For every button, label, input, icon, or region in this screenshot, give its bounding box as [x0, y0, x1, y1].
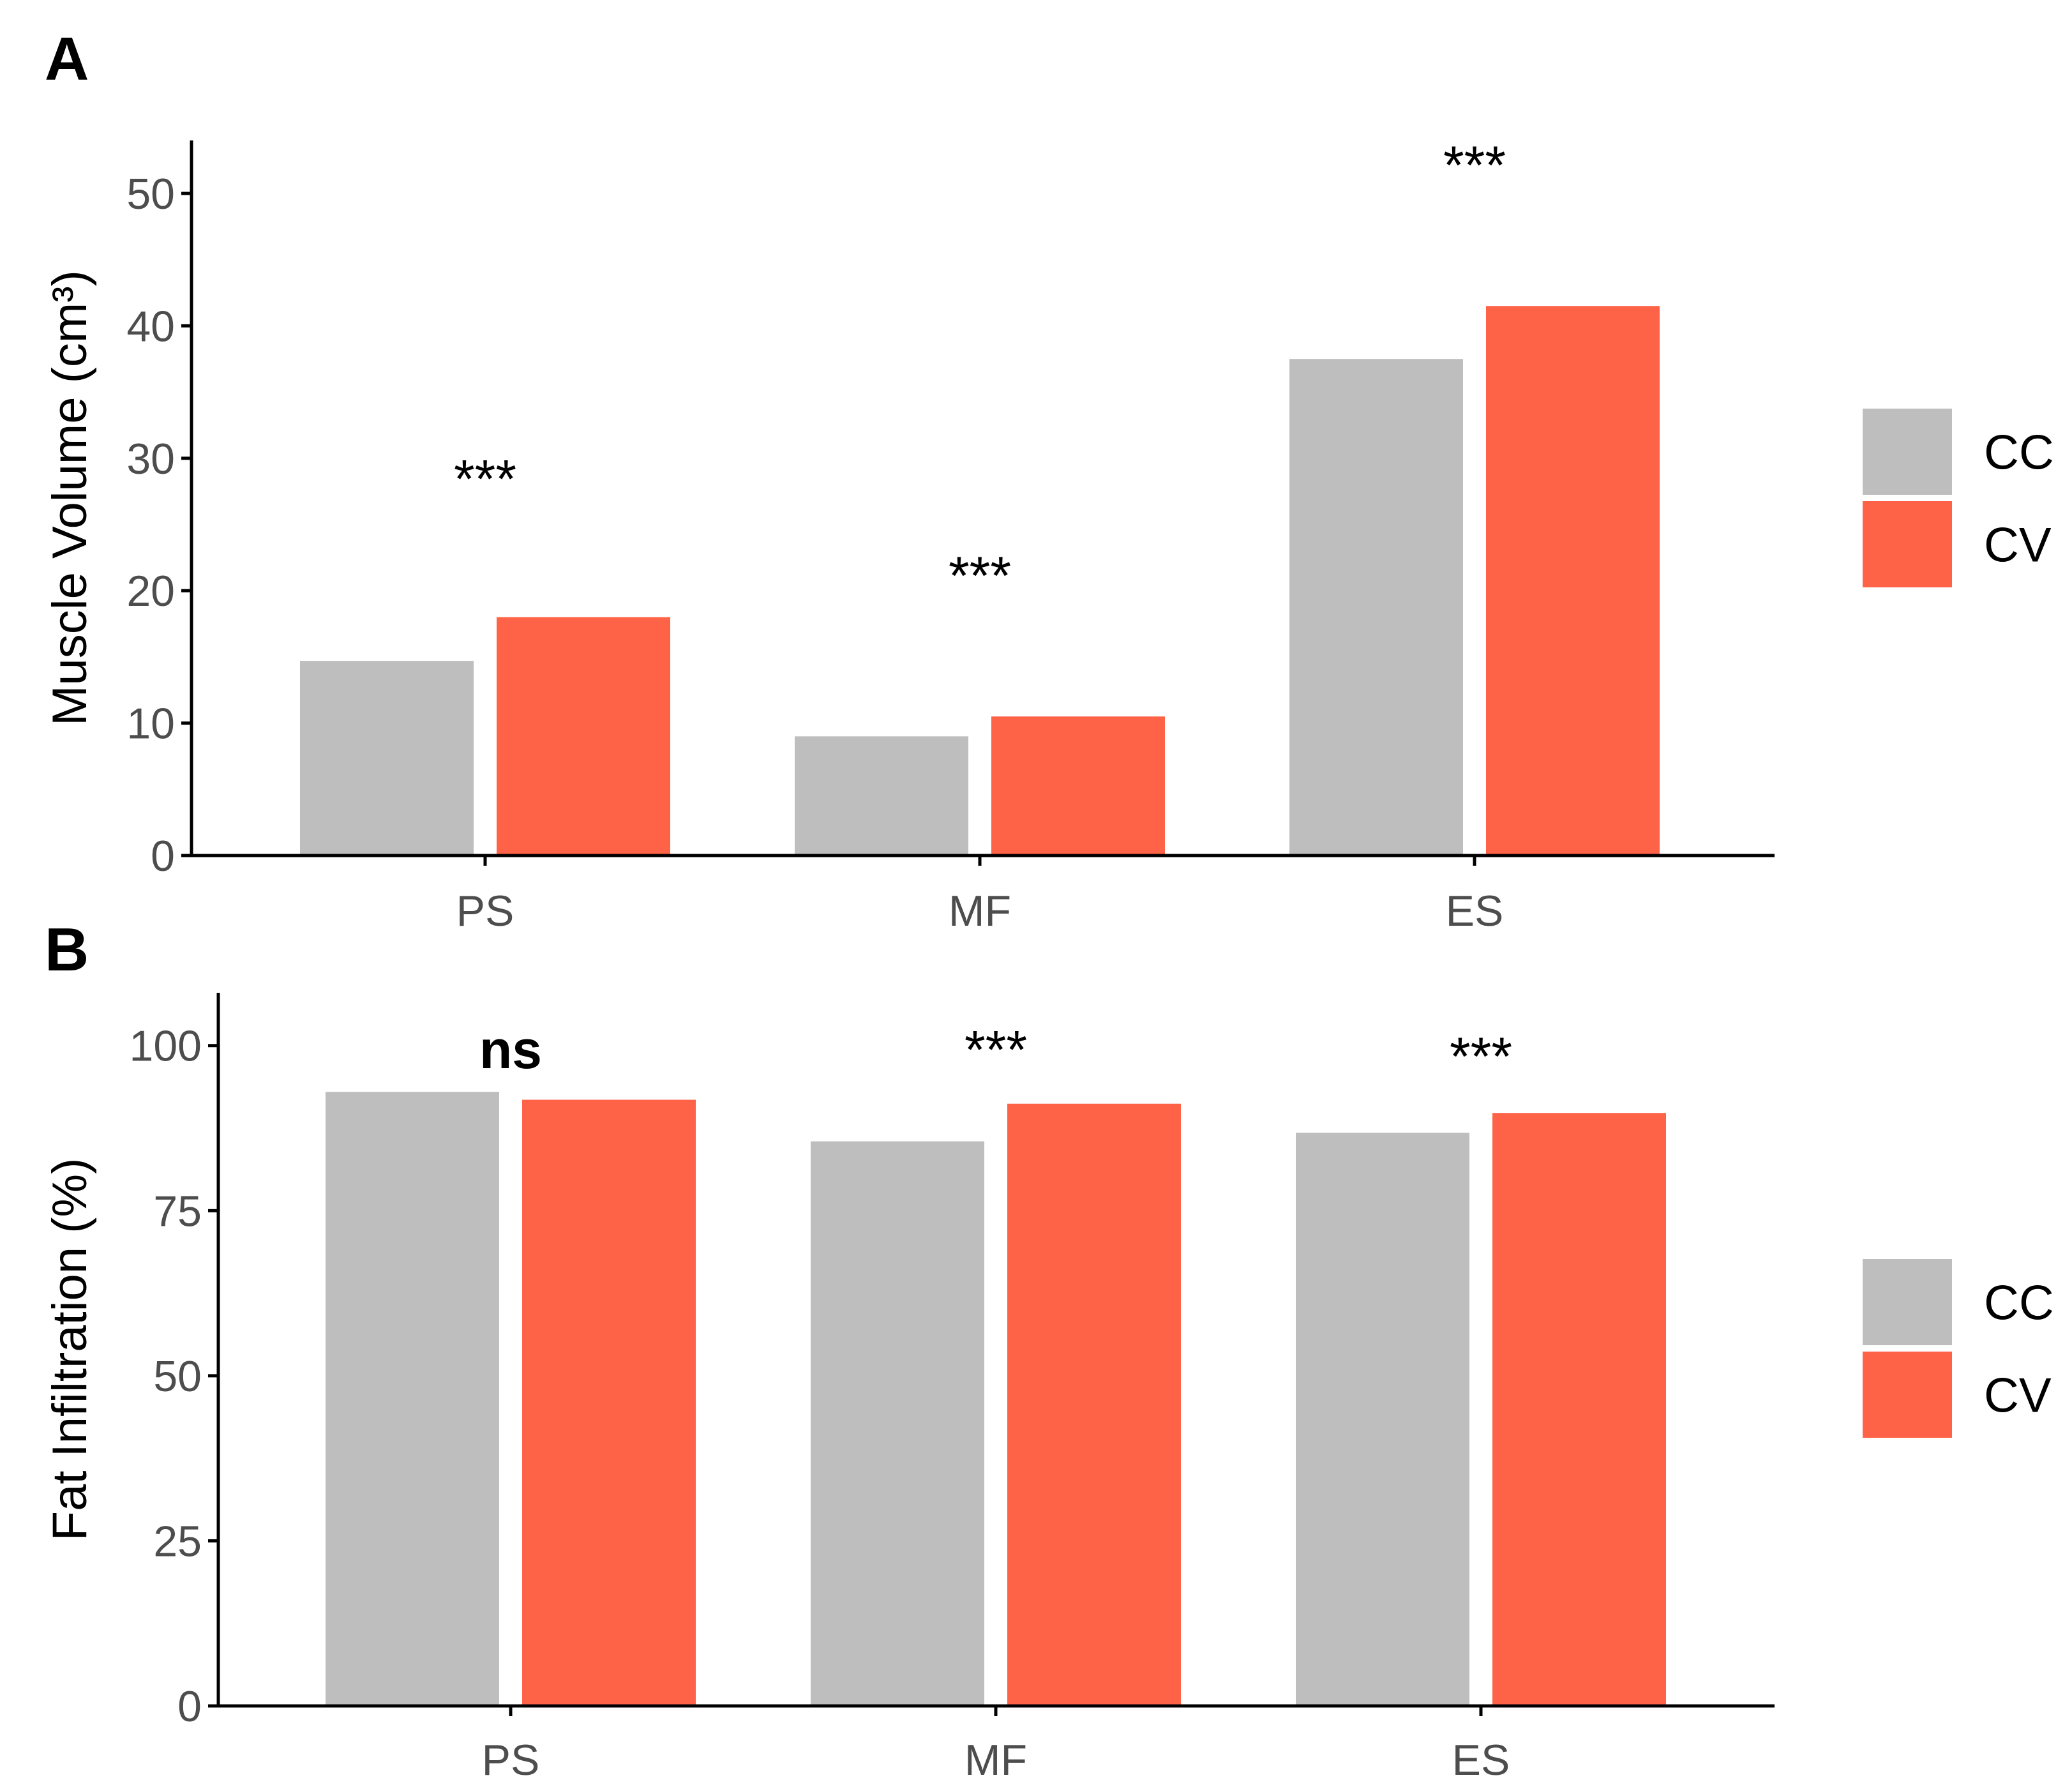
y-tick-label: 25 — [153, 1517, 202, 1565]
y-tick-label: 30 — [126, 435, 175, 483]
x-tick-label: PS — [456, 887, 514, 935]
legend: CC CV — [1863, 1259, 2054, 1438]
bar-ps-cv — [497, 617, 670, 856]
y-tick-label: 50 — [153, 1352, 202, 1401]
y-tick-label: 50 — [126, 170, 175, 218]
legend-label-cv: CV — [1984, 518, 2052, 573]
significance-label: ns — [479, 1020, 542, 1080]
bar-ps-cc — [326, 1092, 499, 1706]
panel-b: B 0 25 50 75 100 PS MF ES Fat Infiltration (%) ns *… — [43, 916, 2054, 1784]
legend-label-cc: CC — [1984, 426, 2054, 480]
bar-ps-cc — [300, 661, 474, 856]
legend-label-cv: CV — [1984, 1369, 2052, 1423]
bar-mf-cv — [991, 716, 1165, 856]
y-tick-label: 100 — [130, 1022, 202, 1071]
significance-label: *** — [949, 545, 1011, 605]
y-axis-title: Fat Infiltration (%) — [43, 1158, 97, 1541]
x-tick-label: MF — [949, 887, 1011, 935]
significance-label: *** — [965, 1020, 1027, 1080]
bar-es-cc — [1296, 1133, 1469, 1706]
y-tick-label: 10 — [126, 700, 175, 748]
legend-swatch-cc — [1863, 409, 1952, 495]
significance-label: *** — [1450, 1026, 1512, 1086]
significance-label: *** — [454, 449, 516, 509]
panel-label: B — [45, 916, 89, 984]
bar-es-cv — [1486, 306, 1660, 856]
legend-swatch-cv — [1863, 501, 1952, 587]
x-tick-label: PS — [482, 1736, 540, 1784]
bar-mf-cc — [811, 1141, 984, 1706]
y-tick-label: 75 — [153, 1187, 202, 1235]
bar-mf-cc — [795, 736, 968, 856]
y-tick-label: 0 — [177, 1682, 202, 1731]
panel-a: A 0 10 20 30 40 50 PS MF ES Muscle Volume (cm³) ***… — [43, 25, 2054, 935]
y-axis-title: Muscle Volume (cm³) — [43, 270, 97, 726]
y-tick-label: 20 — [126, 567, 175, 615]
legend-swatch-cc — [1863, 1259, 1952, 1345]
x-tick-label: MF — [965, 1736, 1027, 1784]
legend: CC CV — [1863, 409, 2054, 587]
bar-mf-cv — [1007, 1103, 1181, 1706]
y-tick-label: 40 — [126, 302, 175, 351]
significance-label: *** — [1443, 135, 1506, 195]
x-tick-label: ES — [1452, 1736, 1510, 1784]
legend-label-cc: CC — [1984, 1276, 2054, 1331]
bar-ps-cv — [522, 1099, 696, 1706]
panel-label: A — [45, 25, 89, 93]
y-tick-label: 0 — [151, 832, 175, 880]
bar-es-cv — [1492, 1113, 1666, 1706]
legend-swatch-cv — [1863, 1352, 1952, 1438]
x-tick-label: ES — [1446, 887, 1504, 935]
bar-es-cc — [1289, 359, 1463, 856]
